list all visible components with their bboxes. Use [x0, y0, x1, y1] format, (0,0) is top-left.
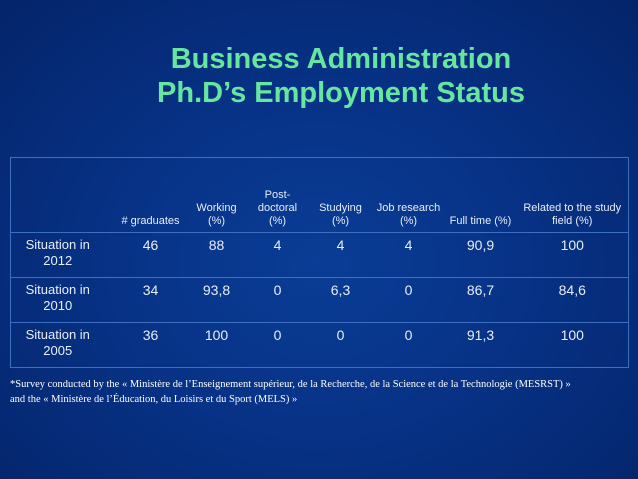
title-line-2: Ph.D’s Employment Status [157, 77, 525, 109]
slide-title: Business Administration Ph.D’s Employmen… [0, 42, 638, 110]
table-cell: 4 [246, 232, 309, 278]
header-postdoctoral: Post-doctoral (%) [246, 157, 309, 233]
table-cell: 0 [246, 322, 309, 368]
footnote-line-1: *Survey conducted by the « Ministère de … [10, 379, 571, 390]
table-row: Situation in 2012 46 88 4 4 4 90,9 100 [10, 232, 629, 278]
row-label: Situation in 2005 [10, 322, 115, 368]
table-header-row: # graduates Working (%) Post-doctoral (%… [10, 157, 629, 233]
table-cell: 34 [114, 277, 187, 323]
header-graduates: # graduates [114, 157, 187, 233]
table-cell: 88 [186, 232, 247, 278]
table-cell: 100 [516, 232, 629, 278]
footnote-line-2: and the « Ministère de l’Éducation, du L… [10, 394, 298, 405]
table-cell: 0 [372, 277, 445, 323]
row-label: Situation in 2010 [10, 277, 115, 323]
header-related-field: Related to the study field (%) [516, 157, 629, 233]
table-row: Situation in 2010 34 93,8 0 6,3 0 86,7 8… [10, 277, 629, 323]
title-line-1: Business Administration [170, 43, 512, 75]
employment-table: # graduates Working (%) Post-doctoral (%… [10, 157, 629, 368]
table-cell: 90,9 [444, 232, 517, 278]
table-cell: 0 [372, 322, 445, 368]
table-cell: 0 [308, 322, 373, 368]
table-row: Situation in 2005 36 100 0 0 0 91,3 100 [10, 322, 629, 368]
header-studying: Studying (%) [308, 157, 373, 233]
header-full-time: Full time (%) [444, 157, 517, 233]
row-label: Situation in 2012 [10, 232, 115, 278]
table-cell: 46 [114, 232, 187, 278]
header-corner [10, 157, 115, 233]
table-cell: 91,3 [444, 322, 517, 368]
header-working: Working (%) [186, 157, 247, 233]
table-cell: 4 [308, 232, 373, 278]
table-cell: 6,3 [308, 277, 373, 323]
table-cell: 93,8 [186, 277, 247, 323]
table-cell: 0 [246, 277, 309, 323]
table-cell: 84,6 [516, 277, 629, 323]
table-cell: 100 [516, 322, 629, 368]
header-job-research: Job research (%) [372, 157, 445, 233]
table-cell: 100 [186, 322, 247, 368]
survey-footnote: *Survey conducted by the « Ministère de … [10, 377, 635, 407]
table-cell: 4 [372, 232, 445, 278]
table-cell: 86,7 [444, 277, 517, 323]
table-cell: 36 [114, 322, 187, 368]
